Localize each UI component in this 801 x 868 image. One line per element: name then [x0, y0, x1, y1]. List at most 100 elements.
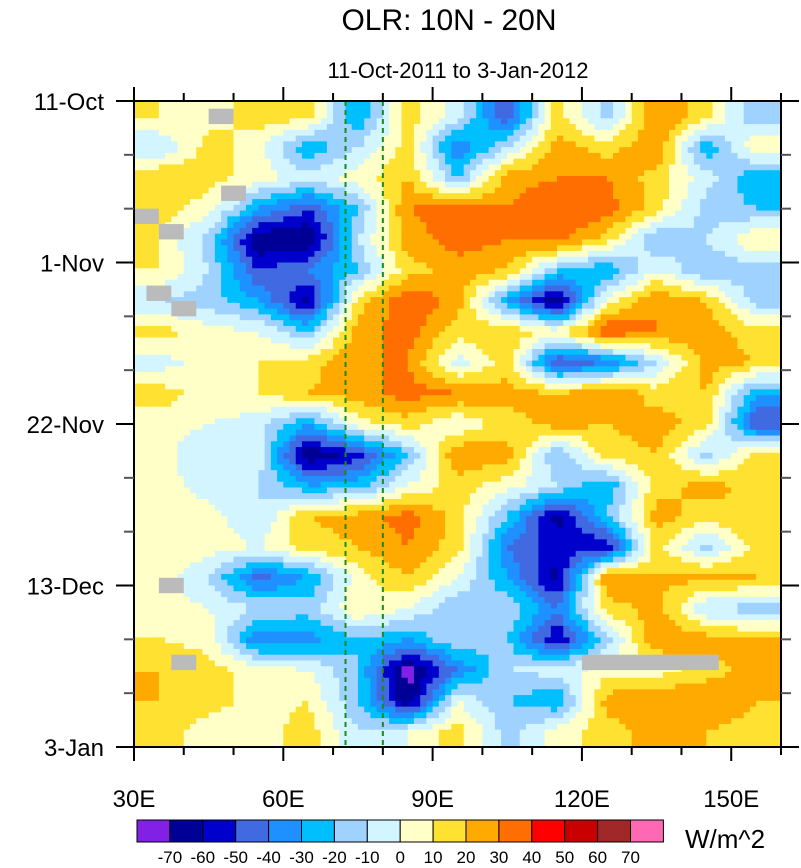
heatmap-cell — [376, 204, 384, 212]
heatmap-cell — [382, 187, 390, 194]
heatmap-cell — [532, 101, 539, 108]
heatmap-cell — [146, 129, 154, 137]
heatmap-cell — [252, 170, 260, 177]
heatmap-cell — [575, 314, 583, 321]
heatmap-cell — [171, 314, 179, 321]
heatmap-cell — [326, 227, 334, 235]
heatmap-cell — [351, 101, 359, 108]
heatmap-cell — [525, 124, 533, 131]
heatmap-cell — [270, 262, 278, 269]
heatmap-cell — [227, 101, 235, 108]
heatmap-cell — [525, 164, 533, 171]
heatmap-cell — [165, 320, 172, 327]
heatmap-cell — [357, 118, 365, 125]
heatmap-cell — [158, 360, 166, 367]
heatmap-cell — [706, 210, 714, 217]
heatmap-cell — [264, 262, 272, 269]
heatmap-cell — [513, 193, 521, 200]
heatmap-cell — [693, 302, 701, 310]
heatmap-cell — [196, 337, 204, 344]
heatmap-cell — [774, 227, 782, 235]
heatmap-cell — [594, 175, 602, 183]
heatmap-cell — [351, 227, 359, 235]
heatmap-cell — [370, 274, 378, 281]
heatmap-cell — [737, 222, 745, 229]
heatmap-cell — [214, 274, 222, 281]
heatmap-cell — [326, 343, 334, 350]
heatmap-cell — [706, 181, 714, 189]
heatmap-cell — [413, 285, 421, 292]
heatmap-cell — [389, 147, 396, 154]
heatmap-cell — [208, 187, 216, 194]
heatmap-cell — [600, 141, 608, 148]
heatmap-cell — [693, 349, 701, 356]
heatmap-cell — [183, 239, 191, 246]
heatmap-cell — [594, 118, 602, 125]
heatmap-cell — [401, 343, 409, 350]
heatmap-cell — [513, 372, 521, 379]
heatmap-cell — [376, 291, 384, 298]
heatmap-cell — [619, 152, 627, 160]
heatmap-cell — [221, 158, 228, 166]
heatmap-cell — [476, 302, 483, 310]
heatmap-cell — [140, 124, 148, 131]
heatmap-cell — [532, 308, 539, 316]
heatmap-cell — [432, 141, 440, 148]
heatmap-cell — [600, 112, 608, 119]
heatmap-cell — [314, 170, 322, 177]
heatmap-cell — [382, 135, 390, 142]
heatmap-cell — [258, 262, 266, 269]
heatmap-cell — [469, 170, 477, 177]
heatmap-cell — [644, 279, 651, 287]
heatmap-cell — [233, 279, 241, 287]
heatmap-cell — [675, 135, 683, 142]
heatmap-cell — [233, 124, 241, 131]
heatmap-cell — [314, 268, 322, 275]
heatmap-cell — [227, 141, 235, 148]
heatmap-cell — [382, 262, 390, 269]
heatmap-cell — [656, 170, 664, 177]
heatmap-cell — [171, 297, 179, 304]
heatmap-cell — [146, 245, 154, 252]
heatmap-cell — [445, 372, 452, 379]
heatmap-cell — [762, 158, 770, 166]
heatmap-cell — [650, 135, 658, 142]
heatmap-cell — [581, 268, 589, 275]
heatmap-cell — [463, 118, 471, 125]
heatmap-cell — [693, 233, 701, 241]
heatmap-cell — [258, 204, 266, 212]
heatmap-cell — [345, 118, 353, 125]
heatmap-cell — [177, 175, 185, 183]
heatmap-cell — [413, 274, 421, 281]
heatmap-cell — [718, 297, 726, 304]
heatmap-cell — [420, 193, 427, 200]
heatmap-cell — [550, 112, 558, 119]
heatmap-cell — [370, 204, 378, 212]
heatmap-cell — [420, 325, 427, 333]
heatmap-cell — [463, 239, 471, 246]
heatmap-cell — [606, 193, 614, 200]
heatmap-cell — [501, 372, 508, 379]
heatmap-cell — [619, 175, 627, 183]
heatmap-cell — [407, 337, 415, 344]
heatmap-cell — [538, 118, 546, 125]
heatmap-cell — [426, 164, 434, 171]
heatmap-cell — [482, 274, 490, 281]
heatmap-cell — [594, 106, 602, 114]
heatmap-cell — [134, 366, 141, 373]
heatmap-cell — [557, 147, 564, 154]
heatmap-cell — [401, 233, 409, 241]
heatmap-cell — [401, 210, 409, 217]
heatmap-cell — [575, 204, 583, 212]
heatmap-cell — [557, 181, 564, 189]
heatmap-cell — [743, 181, 751, 189]
heatmap-cell — [233, 147, 241, 154]
heatmap-cell — [557, 158, 564, 166]
heatmap-cell — [208, 135, 216, 142]
heatmap-cell — [700, 112, 707, 119]
heatmap-cell — [146, 377, 154, 385]
heatmap-cell — [264, 204, 272, 212]
heatmap-cell — [749, 181, 757, 189]
heatmap-cell — [245, 199, 253, 206]
heatmap-cell — [227, 337, 235, 344]
